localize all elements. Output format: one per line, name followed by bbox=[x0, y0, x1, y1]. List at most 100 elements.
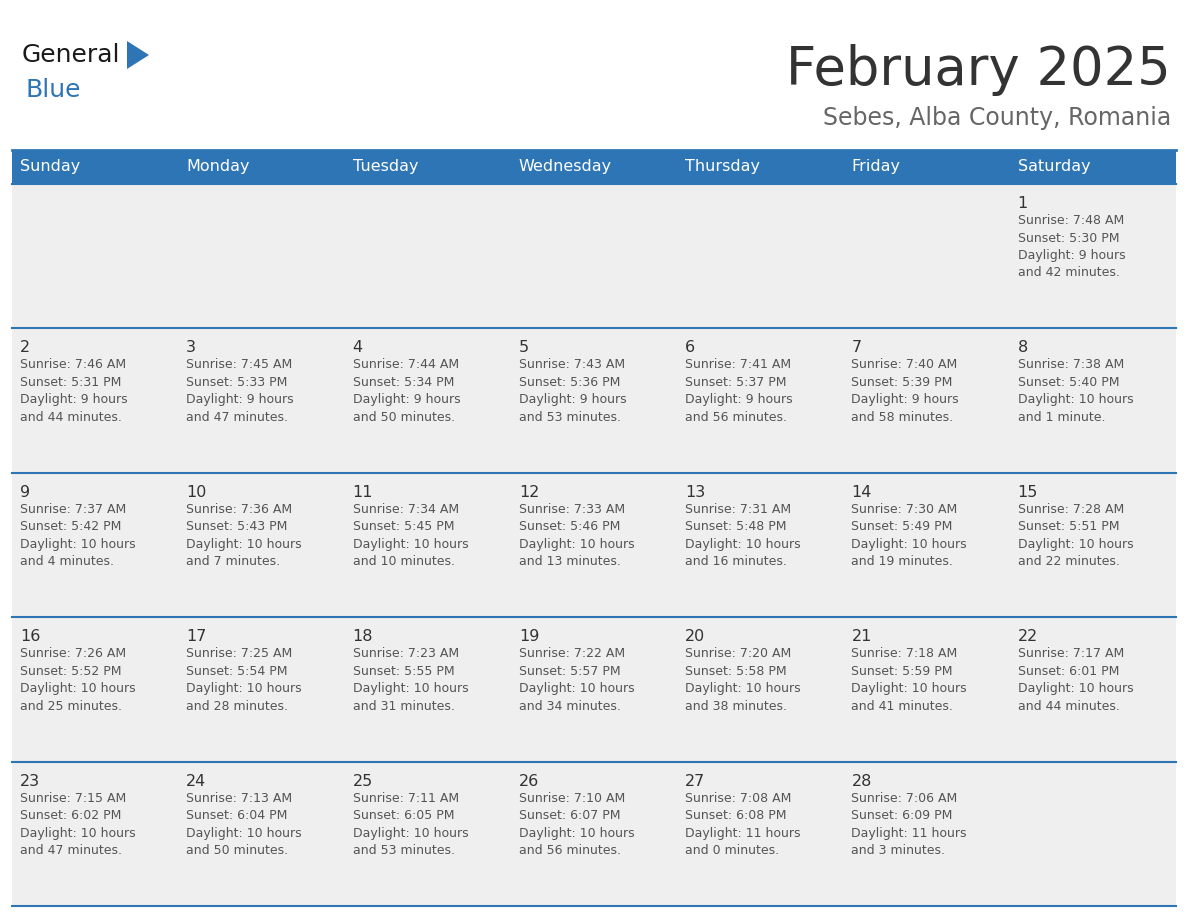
Bar bbox=[511, 329, 677, 473]
Text: Sunrise: 7:33 AM
Sunset: 5:46 PM
Daylight: 10 hours
and 13 minutes.: Sunrise: 7:33 AM Sunset: 5:46 PM Dayligh… bbox=[519, 503, 634, 568]
Text: Sunrise: 7:13 AM
Sunset: 6:04 PM
Daylight: 10 hours
and 50 minutes.: Sunrise: 7:13 AM Sunset: 6:04 PM Dayligh… bbox=[187, 791, 302, 857]
Text: Sunrise: 7:26 AM
Sunset: 5:52 PM
Daylight: 10 hours
and 25 minutes.: Sunrise: 7:26 AM Sunset: 5:52 PM Dayligh… bbox=[20, 647, 135, 712]
Text: Saturday: Saturday bbox=[1018, 160, 1091, 174]
Text: Tuesday: Tuesday bbox=[353, 160, 418, 174]
Bar bbox=[1010, 762, 1176, 906]
Text: Sunrise: 7:41 AM
Sunset: 5:37 PM
Daylight: 9 hours
and 56 minutes.: Sunrise: 7:41 AM Sunset: 5:37 PM Dayligh… bbox=[685, 358, 792, 424]
Text: 13: 13 bbox=[685, 485, 706, 499]
Bar bbox=[12, 329, 178, 473]
Text: 9: 9 bbox=[20, 485, 30, 499]
Text: 18: 18 bbox=[353, 629, 373, 644]
Text: Wednesday: Wednesday bbox=[519, 160, 612, 174]
Text: 16: 16 bbox=[20, 629, 40, 644]
Text: Sunrise: 7:25 AM
Sunset: 5:54 PM
Daylight: 10 hours
and 28 minutes.: Sunrise: 7:25 AM Sunset: 5:54 PM Dayligh… bbox=[187, 647, 302, 712]
Bar bbox=[12, 617, 178, 762]
Bar bbox=[12, 762, 178, 906]
Text: Sunrise: 7:22 AM
Sunset: 5:57 PM
Daylight: 10 hours
and 34 minutes.: Sunrise: 7:22 AM Sunset: 5:57 PM Dayligh… bbox=[519, 647, 634, 712]
Text: Sunrise: 7:45 AM
Sunset: 5:33 PM
Daylight: 9 hours
and 47 minutes.: Sunrise: 7:45 AM Sunset: 5:33 PM Dayligh… bbox=[187, 358, 293, 424]
Bar bbox=[178, 762, 345, 906]
Text: Sunrise: 7:20 AM
Sunset: 5:58 PM
Daylight: 10 hours
and 38 minutes.: Sunrise: 7:20 AM Sunset: 5:58 PM Dayligh… bbox=[685, 647, 801, 712]
Text: Sunrise: 7:15 AM
Sunset: 6:02 PM
Daylight: 10 hours
and 47 minutes.: Sunrise: 7:15 AM Sunset: 6:02 PM Dayligh… bbox=[20, 791, 135, 857]
Text: Sunrise: 7:44 AM
Sunset: 5:34 PM
Daylight: 9 hours
and 50 minutes.: Sunrise: 7:44 AM Sunset: 5:34 PM Dayligh… bbox=[353, 358, 460, 424]
Text: Sunrise: 7:36 AM
Sunset: 5:43 PM
Daylight: 10 hours
and 7 minutes.: Sunrise: 7:36 AM Sunset: 5:43 PM Dayligh… bbox=[187, 503, 302, 568]
Bar bbox=[843, 329, 1010, 473]
Text: Sunrise: 7:30 AM
Sunset: 5:49 PM
Daylight: 10 hours
and 19 minutes.: Sunrise: 7:30 AM Sunset: 5:49 PM Dayligh… bbox=[852, 503, 967, 568]
Text: Blue: Blue bbox=[25, 78, 81, 102]
Bar bbox=[677, 762, 843, 906]
Text: Sunrise: 7:28 AM
Sunset: 5:51 PM
Daylight: 10 hours
and 22 minutes.: Sunrise: 7:28 AM Sunset: 5:51 PM Dayligh… bbox=[1018, 503, 1133, 568]
Text: Sunrise: 7:34 AM
Sunset: 5:45 PM
Daylight: 10 hours
and 10 minutes.: Sunrise: 7:34 AM Sunset: 5:45 PM Dayligh… bbox=[353, 503, 468, 568]
Bar bbox=[511, 762, 677, 906]
Text: 14: 14 bbox=[852, 485, 872, 499]
Bar bbox=[511, 617, 677, 762]
Text: 6: 6 bbox=[685, 341, 695, 355]
Text: 19: 19 bbox=[519, 629, 539, 644]
Text: 27: 27 bbox=[685, 774, 706, 789]
Text: Thursday: Thursday bbox=[685, 160, 760, 174]
Text: 10: 10 bbox=[187, 485, 207, 499]
Text: Sunday: Sunday bbox=[20, 160, 81, 174]
Text: Sunrise: 7:17 AM
Sunset: 6:01 PM
Daylight: 10 hours
and 44 minutes.: Sunrise: 7:17 AM Sunset: 6:01 PM Dayligh… bbox=[1018, 647, 1133, 712]
Text: 24: 24 bbox=[187, 774, 207, 789]
Text: 11: 11 bbox=[353, 485, 373, 499]
Bar bbox=[511, 184, 677, 329]
Text: 21: 21 bbox=[852, 629, 872, 644]
Bar bbox=[677, 473, 843, 617]
Bar bbox=[843, 473, 1010, 617]
Text: 5: 5 bbox=[519, 341, 529, 355]
Bar bbox=[178, 184, 345, 329]
Bar bbox=[345, 473, 511, 617]
Text: Sunrise: 7:38 AM
Sunset: 5:40 PM
Daylight: 10 hours
and 1 minute.: Sunrise: 7:38 AM Sunset: 5:40 PM Dayligh… bbox=[1018, 358, 1133, 424]
Text: Sunrise: 7:40 AM
Sunset: 5:39 PM
Daylight: 9 hours
and 58 minutes.: Sunrise: 7:40 AM Sunset: 5:39 PM Dayligh… bbox=[852, 358, 959, 424]
Text: 20: 20 bbox=[685, 629, 706, 644]
Bar bbox=[345, 762, 511, 906]
Bar bbox=[178, 329, 345, 473]
Bar bbox=[511, 473, 677, 617]
Bar bbox=[12, 184, 178, 329]
Text: Friday: Friday bbox=[852, 160, 901, 174]
Bar bbox=[677, 617, 843, 762]
Bar bbox=[345, 329, 511, 473]
Text: Sunrise: 7:06 AM
Sunset: 6:09 PM
Daylight: 11 hours
and 3 minutes.: Sunrise: 7:06 AM Sunset: 6:09 PM Dayligh… bbox=[852, 791, 967, 857]
Text: 3: 3 bbox=[187, 341, 196, 355]
Bar bbox=[843, 617, 1010, 762]
Text: 1: 1 bbox=[1018, 196, 1028, 211]
Bar bbox=[677, 329, 843, 473]
Bar bbox=[345, 617, 511, 762]
Text: Sunrise: 7:37 AM
Sunset: 5:42 PM
Daylight: 10 hours
and 4 minutes.: Sunrise: 7:37 AM Sunset: 5:42 PM Dayligh… bbox=[20, 503, 135, 568]
Bar bbox=[677, 184, 843, 329]
Text: Sunrise: 7:43 AM
Sunset: 5:36 PM
Daylight: 9 hours
and 53 minutes.: Sunrise: 7:43 AM Sunset: 5:36 PM Dayligh… bbox=[519, 358, 626, 424]
Text: Monday: Monday bbox=[187, 160, 249, 174]
Bar bbox=[178, 617, 345, 762]
Text: 23: 23 bbox=[20, 774, 40, 789]
Text: February 2025: February 2025 bbox=[786, 44, 1171, 96]
Text: 26: 26 bbox=[519, 774, 539, 789]
Bar bbox=[12, 150, 1176, 184]
Text: Sunrise: 7:23 AM
Sunset: 5:55 PM
Daylight: 10 hours
and 31 minutes.: Sunrise: 7:23 AM Sunset: 5:55 PM Dayligh… bbox=[353, 647, 468, 712]
Text: 28: 28 bbox=[852, 774, 872, 789]
Text: 25: 25 bbox=[353, 774, 373, 789]
Text: Sunrise: 7:46 AM
Sunset: 5:31 PM
Daylight: 9 hours
and 44 minutes.: Sunrise: 7:46 AM Sunset: 5:31 PM Dayligh… bbox=[20, 358, 127, 424]
Text: 2: 2 bbox=[20, 341, 30, 355]
Text: Sebes, Alba County, Romania: Sebes, Alba County, Romania bbox=[823, 106, 1171, 130]
Text: General: General bbox=[23, 43, 120, 67]
Bar bbox=[345, 184, 511, 329]
Text: Sunrise: 7:18 AM
Sunset: 5:59 PM
Daylight: 10 hours
and 41 minutes.: Sunrise: 7:18 AM Sunset: 5:59 PM Dayligh… bbox=[852, 647, 967, 712]
Bar bbox=[1010, 473, 1176, 617]
Bar bbox=[843, 762, 1010, 906]
Text: Sunrise: 7:31 AM
Sunset: 5:48 PM
Daylight: 10 hours
and 16 minutes.: Sunrise: 7:31 AM Sunset: 5:48 PM Dayligh… bbox=[685, 503, 801, 568]
Bar bbox=[1010, 617, 1176, 762]
Bar bbox=[1010, 184, 1176, 329]
Text: 15: 15 bbox=[1018, 485, 1038, 499]
Bar bbox=[1010, 329, 1176, 473]
Text: Sunrise: 7:48 AM
Sunset: 5:30 PM
Daylight: 9 hours
and 42 minutes.: Sunrise: 7:48 AM Sunset: 5:30 PM Dayligh… bbox=[1018, 214, 1125, 279]
Text: 4: 4 bbox=[353, 341, 362, 355]
Text: 12: 12 bbox=[519, 485, 539, 499]
Bar bbox=[12, 473, 178, 617]
Text: 8: 8 bbox=[1018, 341, 1028, 355]
Text: Sunrise: 7:08 AM
Sunset: 6:08 PM
Daylight: 11 hours
and 0 minutes.: Sunrise: 7:08 AM Sunset: 6:08 PM Dayligh… bbox=[685, 791, 801, 857]
Bar bbox=[178, 473, 345, 617]
Bar bbox=[843, 184, 1010, 329]
Polygon shape bbox=[127, 41, 148, 69]
Text: 17: 17 bbox=[187, 629, 207, 644]
